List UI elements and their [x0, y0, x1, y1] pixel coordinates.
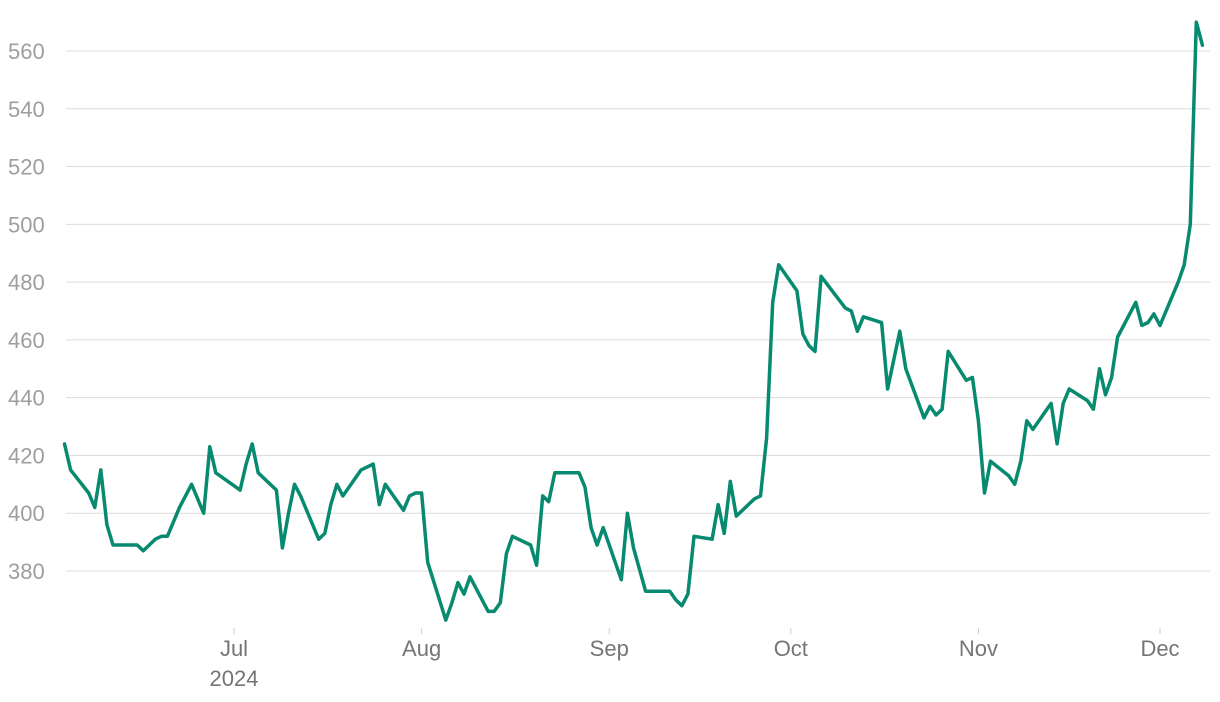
- x-tick-label-dec: Dec: [1140, 636, 1179, 661]
- y-tick-label-500: 500: [8, 212, 45, 237]
- x-tick-label-sep: Sep: [590, 636, 629, 661]
- y-axis: 380 400 420 440 460 480 500 520 540 560: [8, 39, 45, 584]
- y-tick-label-440: 440: [8, 386, 45, 411]
- y-tick-label-380: 380: [8, 559, 45, 584]
- series-line-0: [62, 20, 1205, 622]
- y-tick-label-520: 520: [8, 155, 45, 180]
- y-tick-label-400: 400: [8, 501, 45, 526]
- y-tick-label-460: 460: [8, 328, 45, 353]
- y-tick-label-540: 540: [8, 97, 45, 122]
- y-tick-label-560: 560: [8, 39, 45, 64]
- y-tick-label-480: 480: [8, 270, 45, 295]
- grid-lines: [66, 50, 1210, 572]
- x-axis: Jul 2024 Aug Sep Oct Nov Dec: [210, 628, 1180, 691]
- y-tick-label-420: 420: [8, 443, 45, 468]
- x-tick-label-jul: Jul: [220, 636, 248, 661]
- x-tick-label-oct: Oct: [774, 636, 808, 661]
- x-year-label: 2024: [210, 666, 259, 691]
- x-tick-label-nov: Nov: [959, 636, 998, 661]
- x-tick-label-aug: Aug: [402, 636, 441, 661]
- series-layer: [62, 20, 1205, 622]
